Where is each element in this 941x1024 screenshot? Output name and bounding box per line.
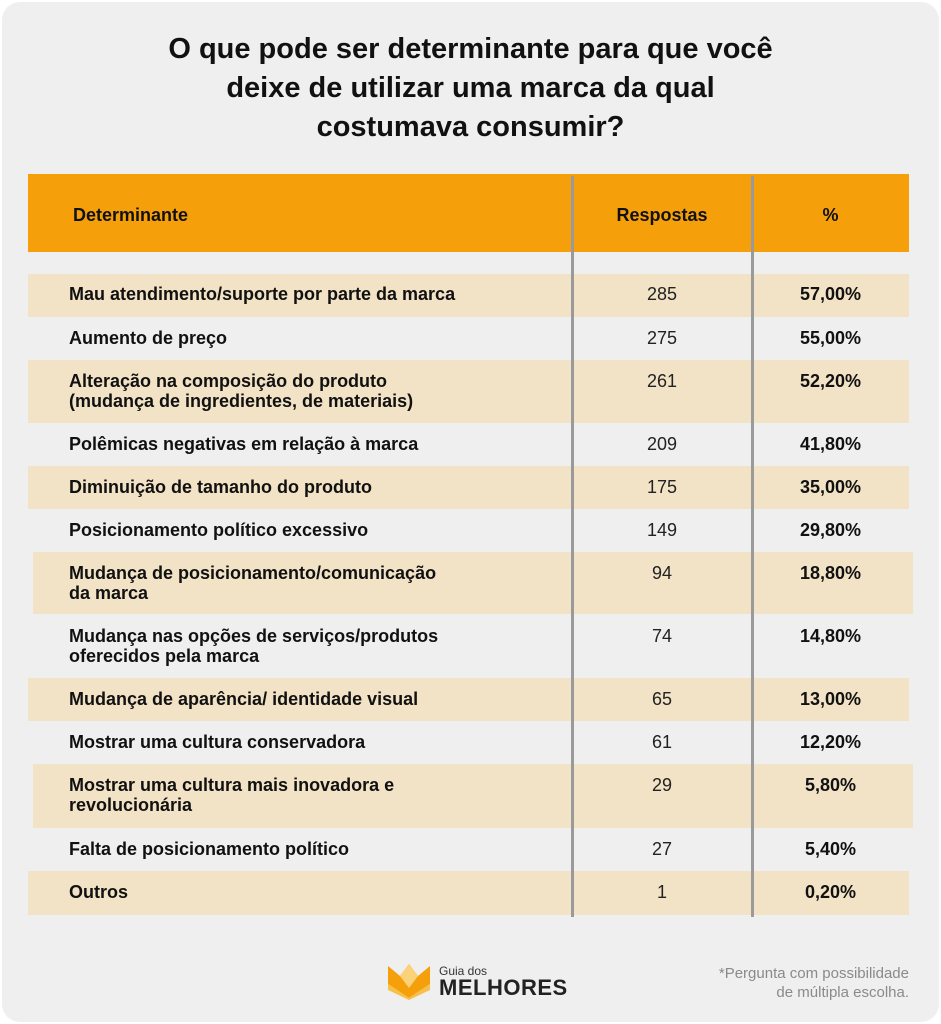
determinante-line-1: Diminuição de tamanho do produto xyxy=(69,477,372,497)
crown-logo-icon xyxy=(388,964,430,1000)
determinante-line-2: oferecidos pela marca xyxy=(69,646,260,666)
cell-respostas: 175 xyxy=(646,477,678,497)
cell-respostas: 61 xyxy=(651,732,673,752)
cell-respostas: 27 xyxy=(651,839,673,859)
determinante-line-1: Mostrar uma cultura conservadora xyxy=(69,732,366,752)
footnote-line-2: de múltipla escolha. xyxy=(776,984,909,1001)
header-percent: % xyxy=(822,205,839,225)
cell-percent: 0,20% xyxy=(804,882,857,902)
column-divider xyxy=(571,176,574,917)
title-line-3: costumava consumir? xyxy=(316,111,625,143)
determinante-line-1: Outros xyxy=(69,882,129,902)
column-divider xyxy=(751,176,754,917)
guia-dos-melhores-logo: Guia dos MELHORES xyxy=(386,960,586,1004)
cell-determinante: Mudança de aparência/ identidade visual xyxy=(69,689,418,709)
table-row: Falta de posicionamento político 27 5,40% xyxy=(28,828,909,871)
cell-percent: 18,80% xyxy=(799,563,862,583)
table-row: Polêmicas negativas em relação à marca 20… xyxy=(28,423,909,466)
cell-percent: 41,80% xyxy=(799,434,862,454)
table-row: Outros 1 0,20% xyxy=(28,871,909,915)
cell-determinante: Falta de posicionamento político xyxy=(69,839,349,859)
determinante-line-1: Posicionamento político excessivo xyxy=(69,520,369,540)
determinante-line-1: Polêmicas negativas em relação à marca xyxy=(69,434,419,454)
footnote-line-1: *Pergunta com possibilidade xyxy=(718,965,909,982)
header-respostas: Respostas xyxy=(616,205,708,225)
cell-respostas: 65 xyxy=(651,689,673,709)
cell-respostas: 275 xyxy=(646,328,678,348)
determinante-line-2: (mudança de ingredientes, de materiais) xyxy=(69,391,414,411)
cell-determinante: Polêmicas negativas em relação à marca xyxy=(69,434,418,454)
table-row: Mau atendimento/suporte por parte da mar… xyxy=(28,274,909,317)
cell-determinante: Diminuição de tamanho do produto xyxy=(69,477,372,497)
determinante-line-1: Falta de posicionamento político xyxy=(69,839,350,859)
title-line-1: O que pode ser determinante para que voc… xyxy=(168,33,773,65)
cell-percent: 35,00% xyxy=(799,477,862,497)
cell-determinante: Mostrar uma cultura mais inovadora e revo… xyxy=(69,775,394,815)
cell-respostas: 1 xyxy=(656,882,667,902)
table-header: Determinante Respostas % xyxy=(28,174,909,252)
cell-determinante: Mudança de posicionamento/comunicação da … xyxy=(69,563,436,603)
cell-determinante: Mostrar uma cultura conservadora xyxy=(69,732,365,752)
cell-percent: 29,80% xyxy=(799,520,862,540)
cell-percent: 57,00% xyxy=(799,284,862,304)
cell-percent: 13,00% xyxy=(799,689,862,709)
table-row: Diminuição de tamanho do produto 175 35,00… xyxy=(28,466,909,509)
determinante-line-1: Aumento de preço xyxy=(69,328,228,348)
cell-percent: 55,00% xyxy=(799,328,862,348)
cell-determinante: Alteração na composição do produto (mudan… xyxy=(69,371,413,411)
footnote: *Pergunta com possibilidade de múltipla … xyxy=(719,964,909,1002)
cell-determinante: Outros xyxy=(69,882,128,902)
title-line-2: deixe de utilizar uma marca da qual xyxy=(226,72,715,104)
cell-respostas: 74 xyxy=(651,626,673,646)
table-row: Mudança de aparência/ identidade visual 6… xyxy=(28,678,909,721)
determinante-line-2: revolucionária xyxy=(69,795,193,815)
cell-respostas: 149 xyxy=(646,520,678,540)
cell-percent: 5,80% xyxy=(804,775,857,795)
cell-respostas: 29 xyxy=(651,775,673,795)
cell-percent: 52,20% xyxy=(799,371,862,391)
table-row: Mudança de posicionamento/comunicação da … xyxy=(33,552,913,614)
cell-determinante: Posicionamento político excessivo xyxy=(69,520,368,540)
cell-percent: 12,20% xyxy=(799,732,862,752)
cell-respostas: 94 xyxy=(651,563,673,583)
determinante-line-1: Mudança de aparência/ identidade visual xyxy=(69,689,419,709)
logo-subtitle: Guia dos xyxy=(439,964,488,978)
cell-determinante: Aumento de preço xyxy=(69,328,227,348)
cell-determinante: Mau atendimento/suporte por parte da mar… xyxy=(69,284,455,304)
table-row: Mostrar uma cultura mais inovadora e revo… xyxy=(33,764,913,828)
header-determinante: Determinante xyxy=(73,205,189,225)
table-row: Posicionamento político excessivo 149 29,8… xyxy=(28,509,909,552)
cell-respostas: 209 xyxy=(646,434,678,454)
determinante-line-1: Mudança de posicionamento/comunicação xyxy=(69,563,437,583)
determinante-line-1: Mostrar uma cultura mais inovadora e xyxy=(69,775,395,795)
determinante-line-1: Mau atendimento/suporte por parte da mar… xyxy=(69,284,456,304)
determinante-line-1: Mudança nas opções de serviços/produtos xyxy=(69,626,439,646)
table-row: Mudança nas opções de serviços/produtos o… xyxy=(28,614,909,678)
cell-respostas: 261 xyxy=(646,371,678,391)
determinante-line-1: Alteração na composição do produto xyxy=(69,371,388,391)
cell-respostas: 285 xyxy=(646,284,678,304)
cell-percent: 14,80% xyxy=(799,626,862,646)
table-row: Aumento de preço 275 55,00% xyxy=(28,317,909,360)
determinante-line-2: da marca xyxy=(69,583,149,603)
table-row: Mostrar uma cultura conservadora 61 12,20% xyxy=(28,721,909,764)
cell-percent: 5,40% xyxy=(804,839,857,859)
page-title: O que pode ser determinante para que voc… xyxy=(0,30,941,147)
logo-title: MELHORES xyxy=(439,975,568,1000)
table-row: Alteração na composição do produto (mudan… xyxy=(28,360,909,423)
cell-determinante: Mudança nas opções de serviços/produtos o… xyxy=(69,626,438,666)
